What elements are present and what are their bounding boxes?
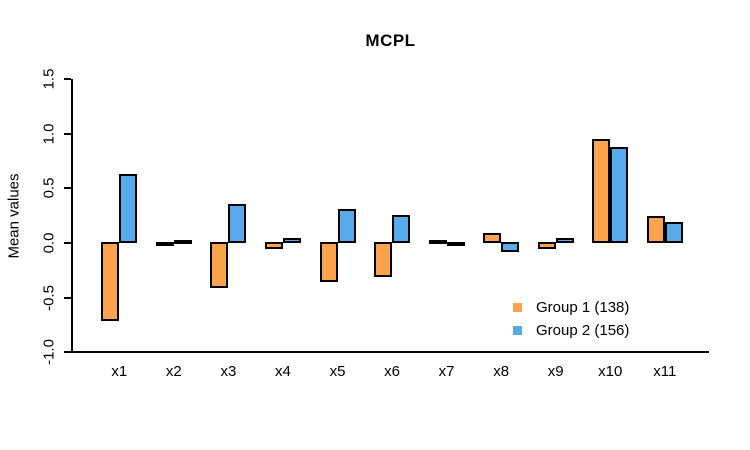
- x-category-label-x4: x4: [275, 363, 291, 380]
- y-tick: [64, 351, 71, 353]
- legend-swatch-group2: [513, 326, 522, 335]
- legend-label-group1: Group 1 (138): [536, 299, 630, 316]
- bar-x4-series2: [283, 238, 301, 243]
- bar-x4-series1: [265, 242, 283, 249]
- legend-row-group1: Group 1 (138): [513, 299, 629, 316]
- bar-x5-series2: [338, 209, 356, 243]
- bar-x5-series1: [320, 242, 338, 282]
- x-category-label-x9: x9: [547, 363, 564, 380]
- chart-title: MCPL: [365, 31, 416, 50]
- bar-x1-series1: [101, 242, 119, 321]
- y-tick-label: 1.5: [40, 68, 58, 90]
- bar-x8-series1: [483, 233, 501, 243]
- bar-x7-series2: [447, 242, 465, 246]
- bar-x10-series2: [610, 147, 628, 243]
- y-axis-title: Mean values: [5, 173, 23, 259]
- x-category-label-x10: x10: [598, 363, 623, 380]
- y-tick-label: 0.0: [40, 232, 58, 254]
- y-tick: [64, 187, 71, 189]
- bar-x7-series1: [429, 240, 447, 244]
- legend-label-group2: Group 2 (156): [536, 322, 630, 339]
- x-category-label-x1: x1: [111, 363, 128, 380]
- x-axis-line: [71, 351, 709, 353]
- y-tick-label: 0.5: [40, 177, 58, 199]
- x-category-label-x5: x5: [329, 363, 346, 380]
- x-category-label-x7: x7: [438, 363, 455, 380]
- x-category-label-x2: x2: [165, 363, 182, 380]
- y-tick-label: -0.5: [40, 285, 58, 311]
- bar-x10-series1: [592, 139, 610, 243]
- legend-row-group2: Group 2 (156): [513, 322, 629, 339]
- bar-x9-series2: [556, 238, 574, 243]
- x-category-label-x11: x11: [653, 363, 677, 380]
- bar-x3-series2: [228, 204, 246, 243]
- y-tick: [64, 78, 71, 80]
- y-tick-label: -1.0: [40, 339, 58, 365]
- bar-x2-series2: [174, 240, 192, 244]
- bar-x1-series2: [119, 174, 137, 243]
- bar-x11-series2: [665, 222, 683, 243]
- bar-x9-series1: [538, 242, 556, 249]
- y-tick: [64, 297, 71, 299]
- x-category-label-x6: x6: [384, 363, 400, 380]
- x-category-label-x8: x8: [493, 363, 510, 380]
- y-tick-label: 1.0: [40, 123, 58, 145]
- bar-x11-series1: [647, 216, 665, 243]
- y-axis-line: [71, 79, 73, 353]
- bar-x3-series1: [210, 242, 228, 288]
- bar-x6-series1: [374, 242, 392, 277]
- x-category-label-x3: x3: [220, 363, 237, 380]
- bar-x2-series1: [156, 242, 174, 246]
- legend-swatch-group1: [513, 303, 522, 312]
- bar-x8-series2: [501, 242, 519, 252]
- y-tick: [64, 242, 71, 244]
- y-tick: [64, 133, 71, 135]
- legend: Group 1 (138) Group 2 (156): [513, 299, 629, 339]
- bar-x6-series2: [392, 215, 410, 243]
